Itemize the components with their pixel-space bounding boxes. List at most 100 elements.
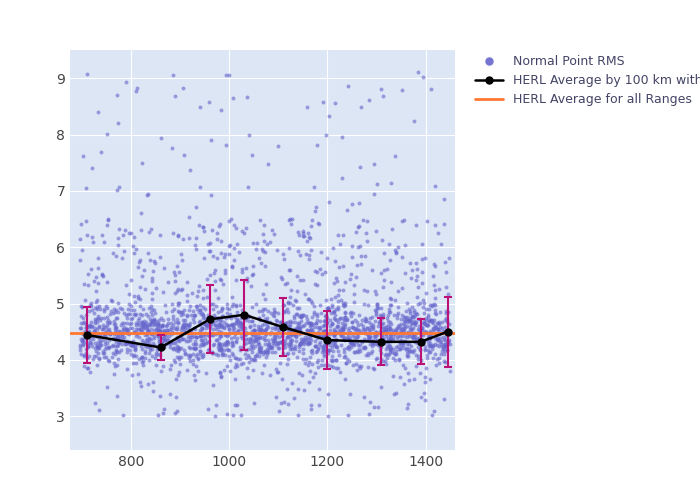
Point: [401, 404, 412, 411]
Point: [380, 360, 391, 368]
Point: [197, 294, 209, 302]
Point: [134, 314, 145, 322]
Point: [160, 332, 172, 340]
Point: [108, 350, 119, 358]
Point: [102, 130, 113, 138]
Point: [112, 355, 123, 363]
Point: [377, 328, 388, 336]
Point: [365, 336, 377, 344]
Point: [309, 207, 321, 215]
Point: [284, 346, 295, 354]
Point: [281, 322, 292, 330]
Point: [97, 320, 108, 328]
Point: [440, 346, 451, 354]
Point: [139, 348, 150, 356]
Point: [336, 332, 347, 340]
Point: [225, 356, 236, 364]
Point: [398, 341, 409, 349]
Point: [216, 372, 227, 380]
Point: [376, 356, 387, 364]
Point: [260, 248, 271, 256]
Point: [399, 336, 410, 344]
Point: [300, 332, 311, 340]
Point: [243, 131, 254, 139]
Point: [395, 373, 406, 381]
Point: [292, 321, 303, 329]
Point: [284, 327, 295, 335]
Point: [399, 326, 410, 334]
Point: [189, 318, 200, 326]
Point: [425, 334, 436, 342]
Point: [260, 330, 272, 338]
Point: [235, 314, 246, 322]
Point: [85, 264, 97, 272]
Point: [269, 308, 280, 316]
Point: [271, 342, 282, 349]
Point: [281, 333, 293, 341]
Point: [340, 323, 351, 331]
Point: [247, 344, 258, 352]
Point: [171, 342, 182, 350]
Point: [398, 337, 409, 345]
Point: [141, 322, 152, 330]
Point: [289, 296, 300, 304]
Point: [74, 342, 85, 349]
Point: [395, 346, 406, 354]
Point: [257, 305, 268, 313]
Point: [285, 332, 296, 340]
Point: [429, 182, 440, 190]
Point: [76, 304, 88, 312]
Point: [398, 338, 409, 346]
Point: [332, 347, 343, 355]
Point: [377, 310, 388, 318]
Point: [410, 329, 421, 337]
Point: [232, 317, 244, 325]
Point: [166, 307, 177, 315]
Point: [261, 322, 272, 330]
Point: [214, 319, 225, 327]
Point: [441, 332, 452, 340]
Point: [239, 350, 251, 358]
Point: [294, 324, 305, 332]
Point: [174, 338, 185, 345]
Point: [276, 318, 287, 326]
Point: [111, 338, 122, 346]
Point: [435, 334, 446, 342]
Point: [286, 286, 297, 294]
Point: [160, 330, 171, 338]
Point: [122, 326, 133, 334]
Point: [364, 334, 375, 342]
Point: [129, 310, 140, 318]
Point: [251, 350, 262, 358]
Point: [372, 354, 383, 362]
Point: [430, 310, 442, 318]
Point: [224, 367, 235, 375]
Point: [91, 305, 102, 313]
Point: [354, 163, 365, 171]
Point: [230, 360, 241, 368]
Point: [99, 340, 111, 347]
Point: [361, 216, 372, 224]
Point: [241, 364, 252, 372]
Point: [141, 318, 152, 326]
Point: [348, 331, 359, 339]
Point: [223, 250, 235, 258]
Point: [400, 268, 411, 276]
Point: [85, 332, 96, 340]
Point: [304, 339, 315, 347]
Point: [127, 370, 138, 378]
Point: [175, 311, 186, 319]
Point: [395, 320, 407, 328]
Point: [336, 314, 347, 322]
Point: [163, 326, 174, 334]
Point: [441, 340, 452, 348]
Point: [256, 346, 267, 354]
Point: [441, 342, 452, 349]
Point: [198, 228, 209, 235]
Point: [188, 356, 199, 364]
Point: [235, 411, 246, 419]
Point: [317, 343, 328, 351]
Point: [379, 327, 390, 335]
Point: [429, 301, 440, 309]
Point: [86, 342, 97, 350]
